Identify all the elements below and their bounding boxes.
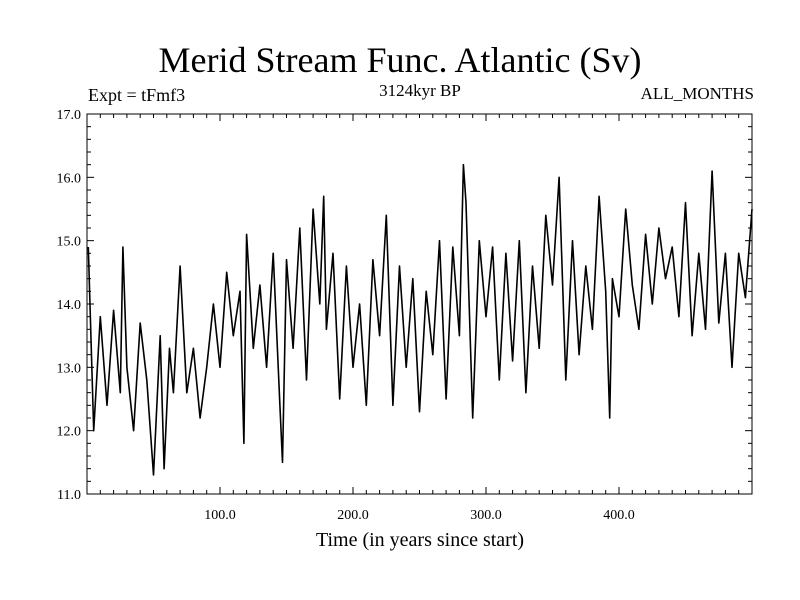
x-tick-label: 100.0 (204, 508, 236, 523)
y-tick-label: 13.0 (57, 361, 82, 376)
chart-title: Merid Stream Func. Atlantic (Sv) (158, 40, 642, 80)
x-tick-label: 300.0 (470, 508, 502, 523)
series-line (87, 163, 753, 476)
experiment-label: Expt = tFmf3 (88, 85, 186, 105)
months-label: ALL_MONTHS (640, 84, 754, 103)
period-label: 3124kyr BP (379, 81, 461, 100)
y-tick-label: 16.0 (57, 171, 82, 186)
x-tick-label: 400.0 (603, 508, 635, 523)
y-tick-label: 14.0 (57, 298, 82, 313)
y-tick-label: 12.0 (57, 425, 82, 440)
y-tick-label: 11.0 (57, 488, 81, 503)
y-tick-label: 17.0 (57, 108, 82, 123)
y-tick-label: 15.0 (57, 235, 82, 250)
x-tick-label: 200.0 (337, 508, 369, 523)
x-axis-label: Time (in years since start) (315, 529, 525, 551)
